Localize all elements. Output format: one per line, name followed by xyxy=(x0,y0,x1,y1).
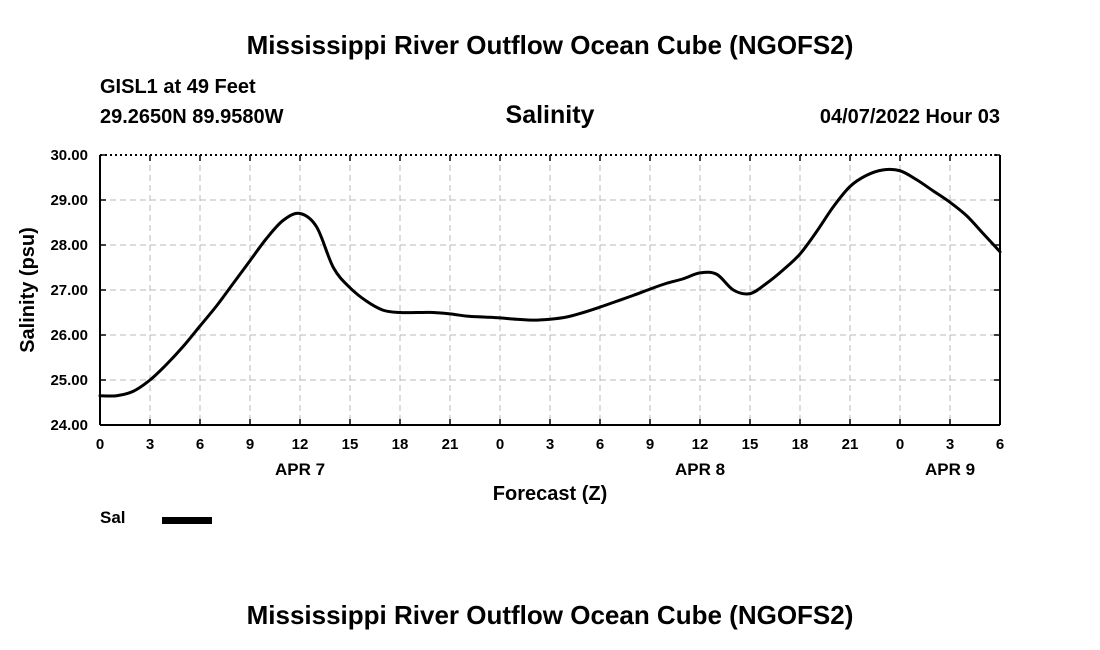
x-tick-label: 12 xyxy=(292,436,309,453)
x-axis-title: Forecast (Z) xyxy=(493,483,607,505)
x-tick-label: 21 xyxy=(842,436,859,453)
x-tick-label: 15 xyxy=(742,436,759,453)
y-tick-label: 25.00 xyxy=(50,372,88,389)
y-axis-title: Salinity (psu) xyxy=(17,227,39,353)
x-tick-label: 3 xyxy=(146,436,154,453)
x-tick-label: 0 xyxy=(96,436,104,453)
x-tick-label: 3 xyxy=(546,436,554,453)
date-label: APR 9 xyxy=(925,460,975,479)
x-tick-label: 9 xyxy=(246,436,254,453)
date-label: APR 7 xyxy=(275,460,325,479)
x-tick-label: 0 xyxy=(496,436,504,453)
forecast-timestamp: 04/07/2022 Hour 03 xyxy=(819,106,1000,128)
y-tick-label: 29.00 xyxy=(50,192,88,209)
x-tick-label: 9 xyxy=(646,436,654,453)
series-layer xyxy=(98,167,1002,398)
x-tick-label: 0 xyxy=(896,436,904,453)
grid xyxy=(100,155,1000,425)
x-tick-label: 18 xyxy=(792,436,809,453)
date-label: APR 8 xyxy=(675,460,725,479)
x-tick-label: 12 xyxy=(692,436,709,453)
series-line-sal xyxy=(98,167,1002,398)
axes xyxy=(99,154,1001,426)
chart-main-title: Mississippi River Outflow Ocean Cube (NG… xyxy=(246,30,854,60)
chart-subtitle: Salinity xyxy=(505,101,595,129)
x-tick-label: 6 xyxy=(996,436,1004,453)
x-tick-label: 18 xyxy=(392,436,409,453)
legend-label: Sal xyxy=(100,508,126,527)
y-tick-label: 26.00 xyxy=(50,327,88,344)
x-tick-label: 15 xyxy=(342,436,359,453)
y-tick-label: 27.00 xyxy=(50,282,88,299)
y-tick-label: 28.00 xyxy=(50,237,88,254)
y-tick-label: 30.00 xyxy=(50,147,88,164)
y-tick-label: 24.00 xyxy=(50,417,88,434)
tick-labels: 0 3 6 9 12 15 18 21 0 3 6 9 12 15 18 21 0 3 6 24.00 25.00 26.… xyxy=(50,147,1004,479)
x-tick-label: 21 xyxy=(442,436,459,453)
footer-title: Mississippi River Outflow Ocean Cube (NG… xyxy=(246,600,854,630)
station-coordinates: 29.2650N 89.9580W xyxy=(100,106,284,128)
legend-swatch xyxy=(162,517,212,524)
station-label: GISL1 at 49 Feet xyxy=(100,76,256,98)
x-tick-label: 6 xyxy=(196,436,204,453)
x-tick-label: 3 xyxy=(946,436,954,453)
x-tick-label: 6 xyxy=(596,436,604,453)
